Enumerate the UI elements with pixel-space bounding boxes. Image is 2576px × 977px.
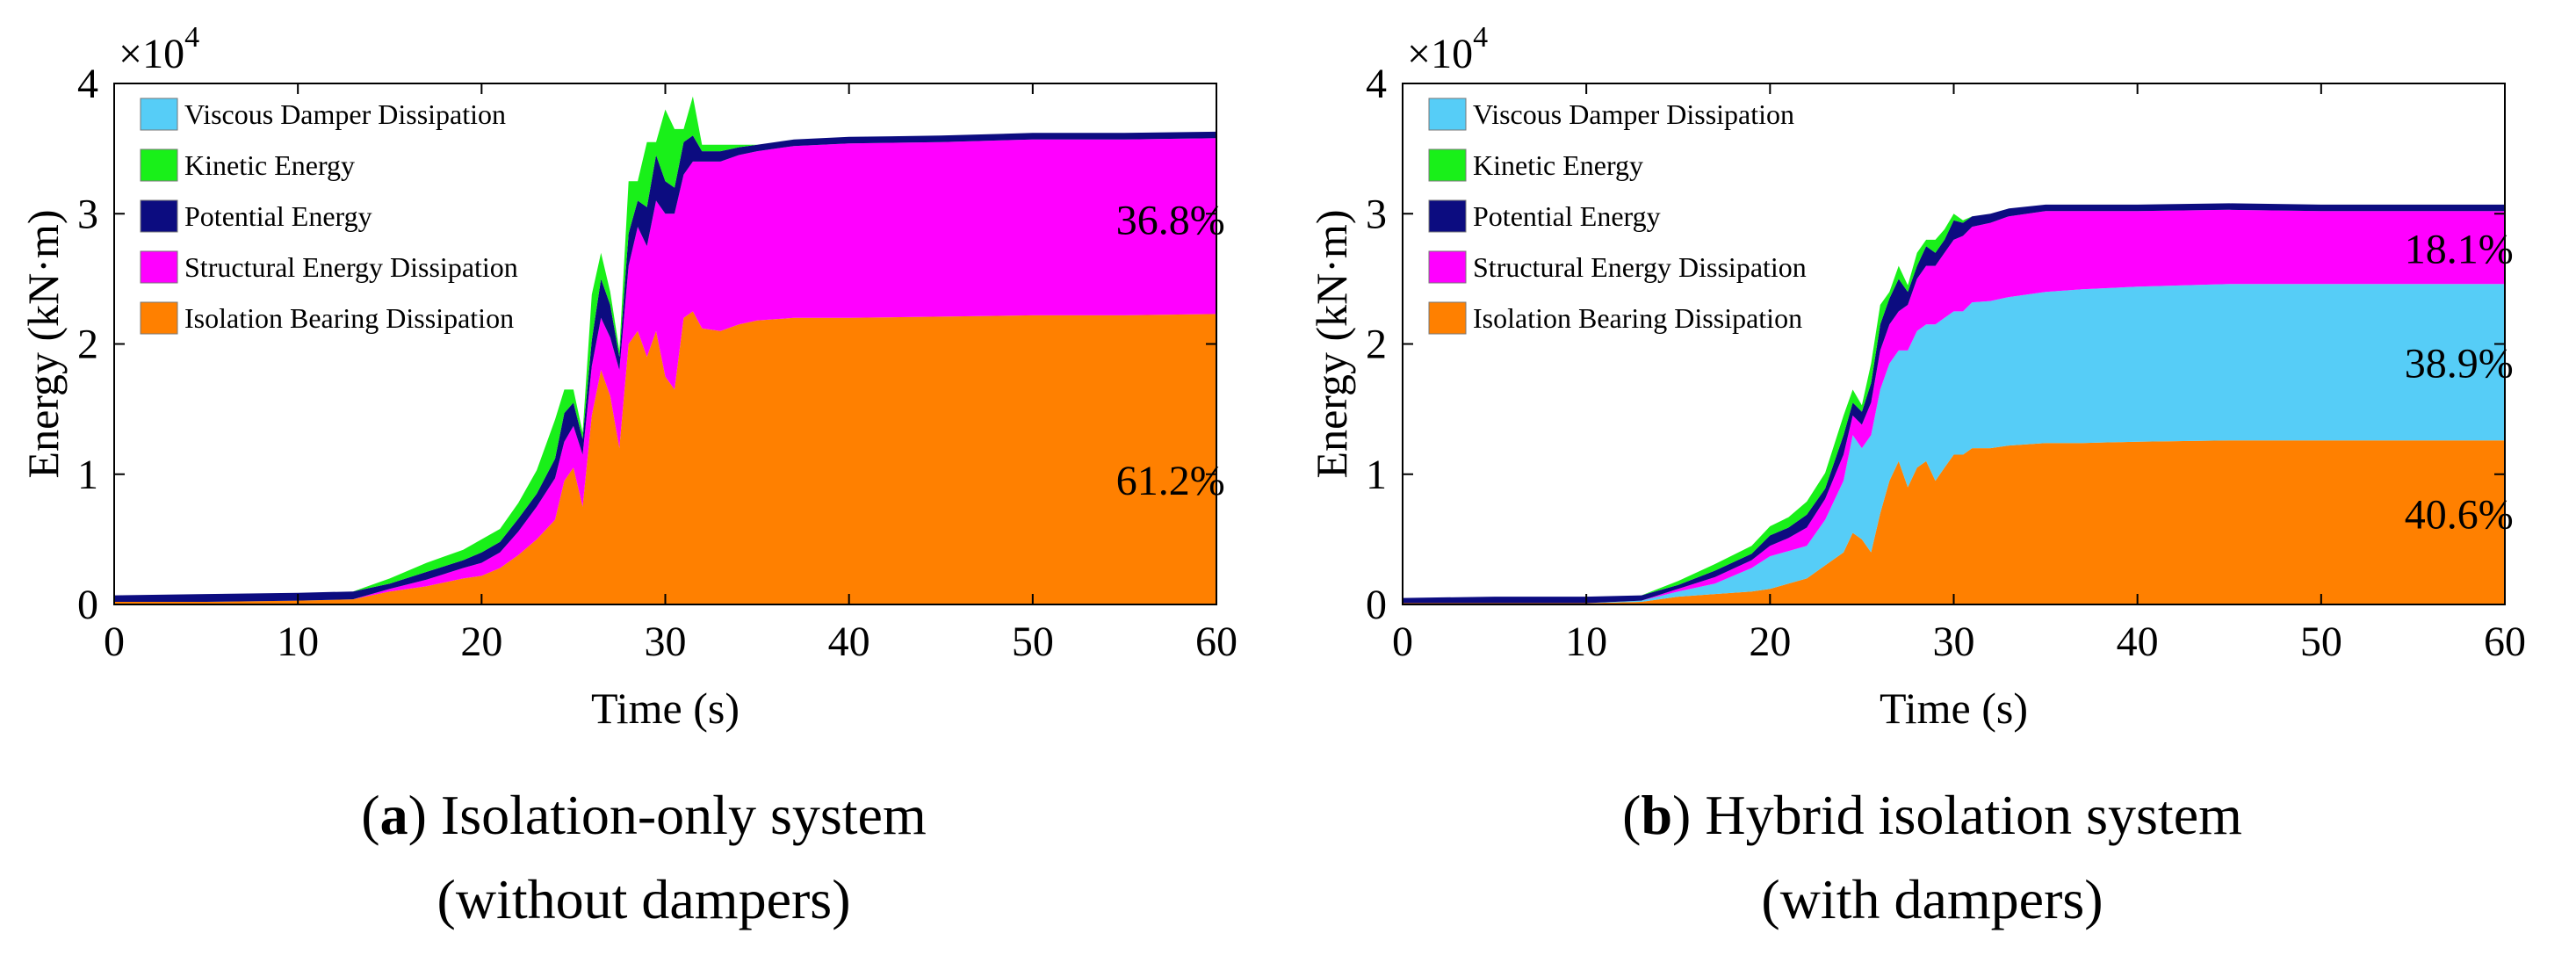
legend-swatch-viscous-damper-dissipation <box>1428 98 1467 131</box>
x-tick-label: 10 <box>1565 619 1607 665</box>
x-axis-label: Time (s) <box>1880 684 2028 733</box>
legend-label-kinetic-energy: Kinetic Energy <box>184 149 355 181</box>
x-tick-label: 50 <box>2300 619 2342 665</box>
caption-b-letter: b <box>1641 784 1673 846</box>
x-tick-label: 20 <box>1749 619 1791 665</box>
legend-swatch-potential-energy <box>1428 199 1467 233</box>
area-structural-energy-dissipation <box>1403 209 2505 604</box>
legend: Viscous Damper Dissipation Kinetic Energy… <box>1428 98 1807 335</box>
area-isolation-bearing-dissipation <box>1403 440 2505 604</box>
caption-b: (b) Hybrid isolation system (with damper… <box>1288 773 2576 942</box>
legend-label-structural-energy-dissipation: Structural Energy Dissipation <box>184 251 518 283</box>
percentage-annotation: 36.8% <box>1116 198 1225 244</box>
legend-swatch-isolation-bearing-dissipation <box>1428 301 1467 335</box>
x-tick-label: 0 <box>1392 619 1413 665</box>
legend-label-structural-energy-dissipation: Structural Energy Dissipation <box>1473 251 1807 283</box>
legend-label-potential-energy: Potential Energy <box>184 200 372 232</box>
legend-swatch-structural-energy-dissipation <box>140 250 178 284</box>
x-tick-label: 20 <box>460 619 502 665</box>
panel-a: 0 10 20 30 40 50 60 Time (s) 0 1 2 3 4 Energy (kN·m) ×… <box>0 21 1288 942</box>
legend-label-isolation-bearing-dissipation: Isolation Bearing Dissipation <box>184 302 514 334</box>
caption-b-text: ) Hybrid isolation system <box>1672 784 2242 846</box>
y-exponent-power: 4 <box>1473 21 1488 54</box>
y-tick-label: 2 <box>1366 322 1387 368</box>
caption-a: (a) Isolation-only system (without dampe… <box>0 773 1288 942</box>
caption-b-line2: (with dampers) <box>1761 868 2103 930</box>
legend-label-potential-energy: Potential Energy <box>1473 200 1661 232</box>
y-exponent-label: ×104 <box>1407 21 1488 77</box>
x-tick-label: 30 <box>1933 619 1975 665</box>
x-tick-label: 30 <box>645 619 687 665</box>
y-axis: 0 1 2 3 4 <box>1366 61 2505 628</box>
y-tick-label: 3 <box>1366 191 1387 237</box>
stacked-areas <box>114 96 1216 604</box>
legend-label-viscous-damper-dissipation: Viscous Damper Dissipation <box>1473 98 1794 130</box>
legend-label-viscous-damper-dissipation: Viscous Damper Dissipation <box>184 98 506 130</box>
x-tick-label: 60 <box>1195 619 1237 665</box>
percentage-annotation: 38.9% <box>2405 341 2514 387</box>
x-tick-label: 40 <box>2117 619 2159 665</box>
percentage-annotation: 18.1% <box>2405 226 2514 272</box>
y-tick-label: 2 <box>77 322 98 368</box>
x-tick-label: 0 <box>104 619 125 665</box>
y-axis-label: Energy (kN·m) <box>18 210 68 479</box>
legend-label-kinetic-energy: Kinetic Energy <box>1473 149 1643 181</box>
x-axis: 0 10 20 30 40 50 60 <box>1392 83 2526 665</box>
y-tick-label: 1 <box>1366 452 1387 498</box>
y-axis-label: Energy (kN·m) <box>1307 210 1356 479</box>
legend-swatch-isolation-bearing-dissipation <box>140 301 178 335</box>
x-tick-label: 50 <box>1012 619 1054 665</box>
legend-swatch-viscous-damper-dissipation <box>140 98 178 131</box>
y-exponent-base: ×10 <box>119 31 184 77</box>
legend-swatch-kinetic-energy <box>1428 148 1467 182</box>
caption-a-line1: (a) Isolation-only system <box>361 784 927 846</box>
panel-b: 0 10 20 30 40 50 60 Time (s) 0 1 2 3 4 Energy (kN·m) ×… <box>1288 0 2576 977</box>
y-axis: 0 1 2 3 4 <box>77 61 1216 628</box>
caption-a-letter: a <box>379 784 408 846</box>
y-tick-label: 4 <box>1366 61 1387 107</box>
chart-b: 0 10 20 30 40 50 60 Time (s) 0 1 2 3 4 Energy (kN·m) ×… <box>1307 21 2526 733</box>
y-tick-label: 0 <box>1366 582 1387 628</box>
x-axis-label: Time (s) <box>591 684 740 733</box>
area-viscous-damper-dissipation <box>1403 284 2505 604</box>
percentage-annotation: 40.6% <box>2405 492 2514 539</box>
y-exponent-power: 4 <box>184 21 199 54</box>
area-structural-energy-dissipation <box>114 138 1216 603</box>
y-exponent-label: ×104 <box>119 21 199 77</box>
annotations: 18.1% 38.9% 40.6% <box>2405 226 2514 538</box>
percentage-annotation: 61.2% <box>1116 458 1225 504</box>
x-tick-label: 10 <box>277 619 319 665</box>
caption-b-line1: (b) Hybrid isolation system <box>1622 784 2242 846</box>
y-tick-label: 3 <box>77 191 98 237</box>
caption-a-text: ) Isolation-only system <box>408 784 927 846</box>
y-tick-label: 1 <box>77 452 98 498</box>
caption-a-line2: (without dampers) <box>437 868 851 930</box>
x-tick-label: 40 <box>828 619 870 665</box>
stacked-areas <box>1403 203 2505 604</box>
y-tick-label: 4 <box>77 61 98 107</box>
chart-a: 0 10 20 30 40 50 60 Time (s) 0 1 2 3 4 Energy (kN·m) ×… <box>18 21 1237 733</box>
y-exponent-base: ×10 <box>1407 31 1473 77</box>
legend-swatch-kinetic-energy <box>140 148 178 182</box>
x-axis: 0 10 20 30 40 50 60 <box>104 83 1237 665</box>
annotations: 36.8% 61.2% <box>1116 198 1225 504</box>
legend: Viscous Damper Dissipation Kinetic Energy… <box>140 98 518 335</box>
legend-swatch-structural-energy-dissipation <box>1428 250 1467 284</box>
area-isolation-bearing-dissipation <box>114 311 1216 604</box>
x-tick-label: 60 <box>2484 619 2526 665</box>
legend-swatch-potential-energy <box>140 199 178 233</box>
legend-label-isolation-bearing-dissipation: Isolation Bearing Dissipation <box>1473 302 1802 334</box>
y-tick-label: 0 <box>77 582 98 628</box>
